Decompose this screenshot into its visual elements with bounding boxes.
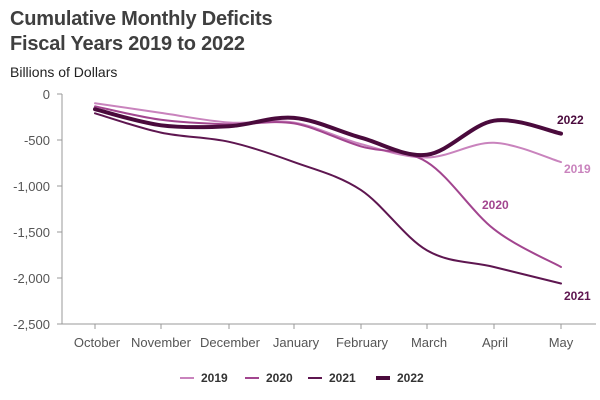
y-axis-label: Billions of Dollars <box>10 64 118 80</box>
legend-label-2019: 2019 <box>201 371 228 385</box>
series-line-2022 <box>93 107 563 158</box>
legend-label-2020: 2020 <box>266 371 293 385</box>
x-tick-label: October <box>74 335 121 350</box>
x-tick-label: December <box>200 335 261 350</box>
series-end-label-2020: 2020 <box>482 198 509 212</box>
x-tick-label: January <box>273 335 320 350</box>
legend-label-2022: 2022 <box>397 371 424 385</box>
series-line-2021 <box>94 112 562 285</box>
series-end-label-2021: 2021 <box>564 289 591 303</box>
series-line-2020 <box>94 105 562 268</box>
series-end-label-2019: 2019 <box>564 162 591 176</box>
x-tick-label: March <box>411 335 447 350</box>
series-end-label-2022: 2022 <box>557 113 584 127</box>
x-tick-label: May <box>549 335 574 350</box>
y-tick-label: -1,000 <box>13 179 50 194</box>
y-tick-label: 0 <box>43 87 50 102</box>
chart-title: Cumulative Monthly Deficits <box>10 8 273 30</box>
x-tick-label: November <box>131 335 192 350</box>
y-tick-label: -500 <box>24 133 50 148</box>
y-tick-label: -2,000 <box>13 271 50 286</box>
y-tick-label: -1,500 <box>13 225 50 240</box>
x-tick-label: February <box>336 335 389 350</box>
x-tick-label: April <box>482 335 508 350</box>
series-line-2019 <box>94 102 562 164</box>
chart-subtitle: Fiscal Years 2019 to 2022 <box>10 33 245 55</box>
legend-label-2021: 2021 <box>329 371 356 385</box>
y-tick-label: -2,500 <box>13 317 50 332</box>
